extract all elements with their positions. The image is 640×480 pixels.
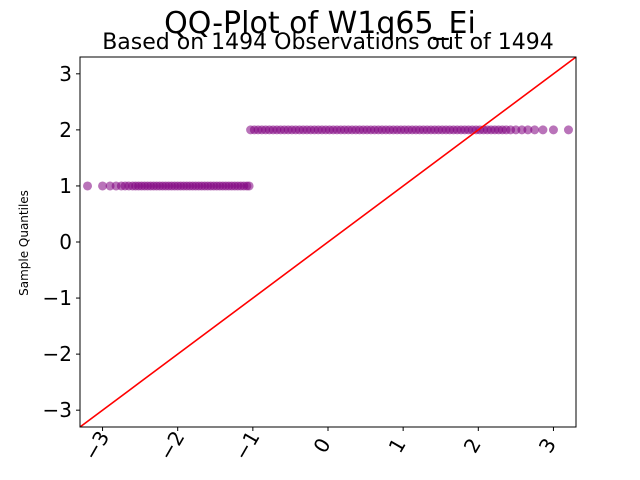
y-axis: −3 −2 −1 0 1 2 3 (43, 62, 80, 422)
x-tick-label: 3 (534, 434, 561, 457)
plot-series (80, 57, 576, 427)
data-point (563, 125, 573, 135)
y-tick-label: 1 (59, 174, 72, 198)
series-2 (246, 125, 573, 135)
plot-content (80, 57, 576, 427)
data-point (98, 181, 108, 191)
y-tick-label: 3 (59, 62, 72, 86)
x-tick-label: 0 (308, 434, 335, 457)
x-tick-label: −2 (154, 427, 190, 465)
data-point (83, 181, 93, 191)
data-point (538, 125, 548, 135)
data-point (244, 181, 254, 191)
data-point (523, 125, 533, 135)
data-point (548, 125, 558, 135)
y-tick-label: −3 (43, 398, 72, 422)
x-axis: −3 −2 −1 0 1 2 3 (79, 427, 561, 465)
y-tick-label: 2 (59, 118, 72, 142)
y-axis-label: Sample Quantiles (17, 190, 31, 296)
reference-line (80, 57, 576, 427)
chart-title: QQ-Plot of W1q65_Ei (164, 6, 476, 41)
x-tick-label: −3 (79, 427, 115, 465)
x-tick-label: 1 (384, 434, 411, 457)
y-tick-label: −2 (43, 342, 72, 366)
x-tick-label: 2 (459, 434, 486, 457)
y-tick-label: 0 (59, 230, 72, 254)
series-1 (83, 181, 254, 191)
data-point (530, 125, 540, 135)
y-tick-label: −1 (43, 286, 72, 310)
x-tick-label: −1 (229, 427, 265, 465)
chart-subtitle: Based on 1494 Observations out of 1494 (102, 30, 554, 55)
